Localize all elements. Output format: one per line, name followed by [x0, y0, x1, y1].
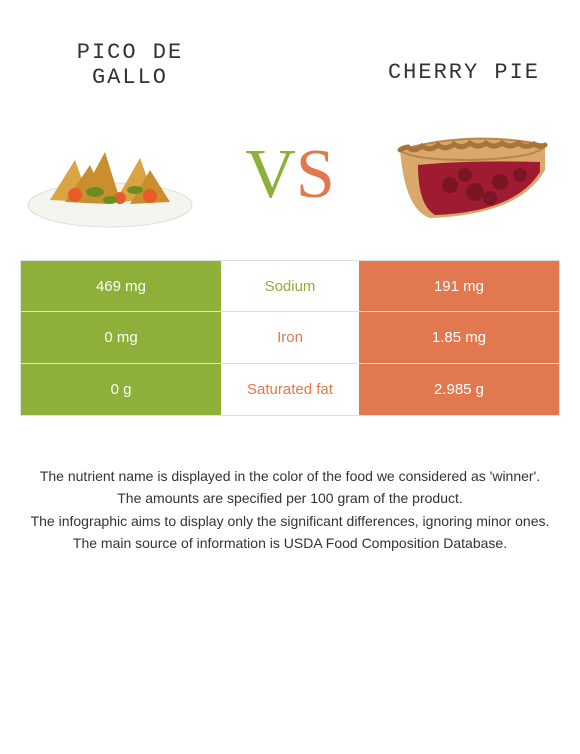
- left-food-title: PICO DE GALLO: [40, 40, 220, 90]
- footer-line: The nutrient name is displayed in the co…: [30, 466, 550, 486]
- vs-label: VS: [245, 135, 335, 215]
- vs-s: S: [296, 135, 335, 215]
- nutrient-row: 469 mgSodium191 mg: [20, 260, 560, 312]
- left-value: 0 g: [21, 364, 221, 415]
- footer-notes: The nutrient name is displayed in the co…: [0, 416, 580, 553]
- nutrient-label: Iron: [221, 312, 359, 363]
- nutrient-row: 0 gSaturated fat2.985 g: [20, 364, 560, 416]
- right-value: 1.85 mg: [359, 312, 559, 363]
- nutrient-row: 0 mgIron1.85 mg: [20, 312, 560, 364]
- footer-line: The infographic aims to display only the…: [30, 511, 550, 531]
- right-food-title: CHERRY PIE: [320, 40, 540, 90]
- vs-v: V: [245, 135, 296, 215]
- right-value: 2.985 g: [359, 364, 559, 415]
- nutrient-table: 469 mgSodium191 mg0 mgIron1.85 mg0 gSatu…: [0, 260, 580, 416]
- right-food-image: [380, 110, 560, 240]
- left-value: 469 mg: [21, 261, 221, 311]
- footer-line: The amounts are specified per 100 gram o…: [30, 488, 550, 508]
- right-value: 191 mg: [359, 261, 559, 311]
- nutrient-label: Saturated fat: [221, 364, 359, 415]
- nutrient-label: Sodium: [221, 261, 359, 311]
- left-value: 0 mg: [21, 312, 221, 363]
- footer-line: The main source of information is USDA F…: [30, 533, 550, 553]
- left-food-image: [20, 110, 200, 240]
